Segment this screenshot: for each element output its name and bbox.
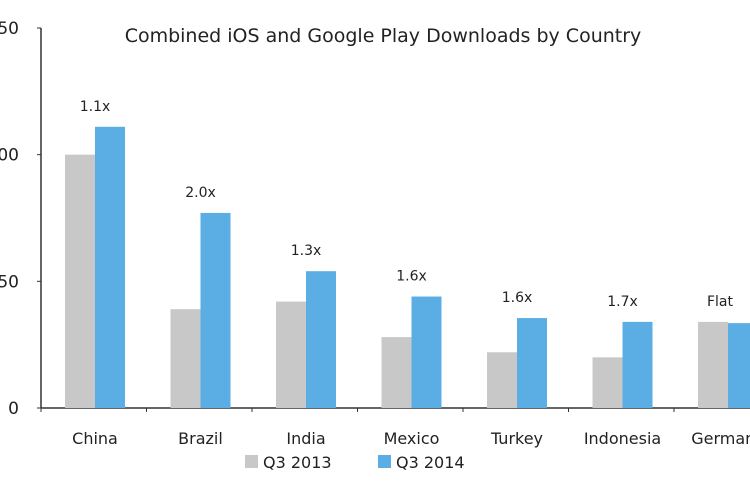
y-tick-label: 0	[8, 399, 19, 419]
x-tick-label: India	[286, 429, 325, 448]
legend-swatch	[378, 455, 391, 468]
bar-turkey-q3-2014	[517, 318, 547, 408]
x-tick-label: Mexico	[384, 429, 440, 448]
bar-mexico-q3-2013	[381, 337, 412, 408]
legend-swatch	[245, 455, 258, 468]
bar-brazil-q3-2013	[170, 309, 201, 408]
bar-brazil-q3-2014	[200, 212, 231, 408]
x-tick-label: China	[72, 429, 118, 448]
x-tick-label: Turkey	[490, 429, 543, 448]
x-tick-label: Indonesia	[584, 429, 661, 448]
bar-turkey-q3-2013	[487, 352, 517, 408]
data-label: 1.7x	[607, 294, 638, 310]
y-tick-label: 50	[0, 272, 19, 292]
bar-germany-q3-2013	[698, 321, 728, 408]
x-tick-label: Germany	[691, 429, 750, 448]
chart-title: Combined iOS and Google Play Downloads b…	[125, 25, 642, 47]
bar-china-q3-2014	[95, 126, 125, 409]
bar-china-q3-2013	[65, 154, 95, 408]
legend-label: Q3 2014	[396, 453, 465, 472]
data-label: 1.3x	[291, 243, 322, 259]
legend-label: Q3 2013	[263, 453, 332, 472]
y-tick-label: 150	[0, 19, 19, 39]
data-label: Flat	[707, 294, 734, 310]
data-label: 1.6x	[396, 269, 427, 285]
data-label: 1.6x	[502, 290, 533, 306]
bar-indonesia-q3-2013	[592, 357, 623, 408]
data-label: 1.1x	[80, 99, 111, 115]
bar-mexico-q3-2014	[411, 296, 442, 408]
bar-germany-q3-2014	[728, 323, 750, 408]
bar-india-q3-2013	[276, 301, 306, 408]
bar-india-q3-2014	[306, 271, 336, 408]
bar-indonesia-q3-2014	[622, 321, 653, 408]
data-label: 2.0x	[185, 185, 216, 201]
x-tick-label: Brazil	[178, 429, 223, 448]
y-tick-label: 100	[0, 146, 19, 166]
